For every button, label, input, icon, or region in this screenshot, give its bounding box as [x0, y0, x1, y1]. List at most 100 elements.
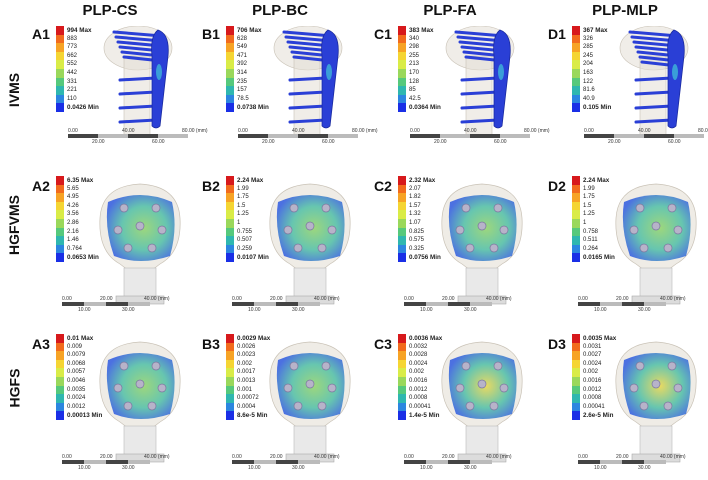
legend-swatch: [398, 176, 406, 185]
legend-swatch: [572, 86, 580, 95]
screw-hole: [135, 379, 145, 389]
legend-value: 0.0031: [583, 343, 602, 350]
legend-swatch: [572, 43, 580, 52]
legend-swatch: [398, 394, 406, 403]
scale-label-top: 0.00: [62, 296, 72, 302]
legend-value: 298: [409, 44, 420, 51]
screw-hole: [663, 243, 673, 253]
model-view: [596, 336, 708, 471]
screw-hole: [455, 383, 465, 393]
scale-label-top: 80.00 (mm): [352, 128, 378, 134]
legend-swatch: [226, 253, 234, 262]
legend-swatch: [226, 402, 234, 412]
legend-swatch: [572, 60, 580, 69]
legend-swatch: [398, 359, 406, 369]
scale-segment: [404, 460, 426, 464]
scale-segment: [128, 302, 150, 306]
legend-swatch: [56, 184, 64, 194]
scale-label-bottom: 10.00: [248, 307, 261, 313]
scale-segment: [426, 302, 448, 306]
screw-hole: [455, 225, 465, 235]
legend-swatch: [226, 334, 234, 343]
legend-swatch: [226, 377, 234, 386]
legend-swatch: [226, 34, 234, 44]
panel-b2: B2 2.24 Max 1.99 1.75 1.5 1.25 1 0.755 0.507 0.25…: [202, 172, 374, 322]
legend-value: 0.0046: [67, 378, 86, 384]
legend-swatch: [56, 377, 64, 386]
scale-label-top: 40.00: [292, 128, 305, 134]
legend-value: 0.758: [583, 228, 599, 235]
screw-hole: [493, 203, 503, 213]
model-view: [596, 25, 708, 141]
legend-swatch: [572, 351, 580, 360]
humeral-head-model: [99, 341, 181, 463]
legend-value: 662: [67, 52, 78, 59]
panel-label: A2: [32, 178, 50, 194]
scale-bar: 0.00 20.00 40.00 (mm) 10.00 30.00: [404, 296, 544, 318]
scale-label-top: 0.00: [238, 128, 248, 134]
legend-value: 42.5: [409, 95, 421, 102]
model-view: [422, 25, 542, 141]
legend-value: 4.95: [67, 194, 79, 201]
scale-label-top: 20.00: [100, 296, 113, 302]
humeral-head-model: [269, 183, 351, 305]
legend-swatch: [398, 334, 406, 343]
legend-swatch: [226, 368, 234, 377]
scale-label-bottom: 30.00: [122, 307, 135, 313]
legend-swatch: [226, 394, 234, 403]
legend-value: 0.0008: [409, 395, 428, 402]
legend-swatch: [398, 411, 406, 420]
scale-label-top: 0.00: [578, 454, 588, 460]
scale-label-top: 20.00: [270, 454, 283, 460]
legend-swatch: [572, 402, 580, 412]
legend-value: 0.0028: [409, 352, 428, 359]
scale-segment: [410, 134, 440, 138]
scale-segment: [254, 302, 276, 306]
legend-swatch: [398, 402, 406, 412]
scale-bar: 0.00 20.00 40.00 (mm) 10.00 30.00: [62, 296, 202, 318]
scale-segment: [232, 460, 254, 464]
legend-value: 0.0013: [237, 378, 256, 384]
scale-segment: [232, 302, 254, 306]
legend-value: 0.0012: [67, 403, 86, 410]
legend-value: 0.00041: [409, 403, 431, 410]
screw-hole: [667, 203, 677, 213]
panel-c1: C1 383 Max 340 298 255 213 170 128 85 42.5 0.0364 …: [374, 22, 550, 154]
legend-swatch: [398, 351, 406, 360]
model-view: [250, 178, 370, 313]
scale-label-bottom: 60.00: [322, 139, 335, 145]
screw-hole: [651, 221, 661, 231]
legend-value: 773: [67, 44, 78, 51]
legend-swatch: [56, 43, 64, 52]
legend-swatch: [398, 219, 406, 228]
scale-bar: 0.00 40.00 80.00 (mm) 20.00 60.00: [410, 128, 550, 150]
scale-segment: [622, 302, 644, 306]
screw-hole: [461, 361, 471, 371]
scale-label-bottom: 10.00: [248, 465, 261, 471]
screw-hole: [477, 221, 487, 231]
legend-swatch: [56, 236, 64, 245]
column-title-plp-cs: PLP-CS: [82, 2, 138, 19]
legend-value: 0.0057: [67, 369, 86, 376]
legend-swatch: [226, 103, 234, 112]
scale-segment: [644, 134, 674, 138]
panel-c2: C2 2.32 Max 2.07 1.82 1.57 1.32 1.07 0.825 0.575…: [374, 172, 546, 322]
panel-label: B1: [202, 26, 220, 42]
humeral-head-model: [269, 341, 351, 463]
legend-min-value: 0.0426 Min: [67, 104, 99, 112]
scale-label-top: 0.00: [578, 296, 588, 302]
scale-label-bottom: 30.00: [638, 465, 651, 471]
legend-swatch: [226, 193, 234, 202]
legend-swatch: [56, 334, 64, 343]
legend-value: 1.99: [583, 185, 595, 192]
humerus-plate-model: [103, 25, 173, 137]
legend-swatch: [226, 359, 234, 369]
legend-value: 0.0024: [409, 360, 428, 367]
scale-label-top: 0.00: [62, 454, 72, 460]
scale-label-top: 40.00 (mm): [144, 454, 170, 460]
humeral-head-model: [615, 341, 697, 463]
legend-value: 0.0026: [237, 343, 256, 350]
legend-swatch: [572, 69, 580, 78]
screw-hole: [151, 361, 161, 371]
legend-value: 0.0012: [583, 386, 602, 393]
